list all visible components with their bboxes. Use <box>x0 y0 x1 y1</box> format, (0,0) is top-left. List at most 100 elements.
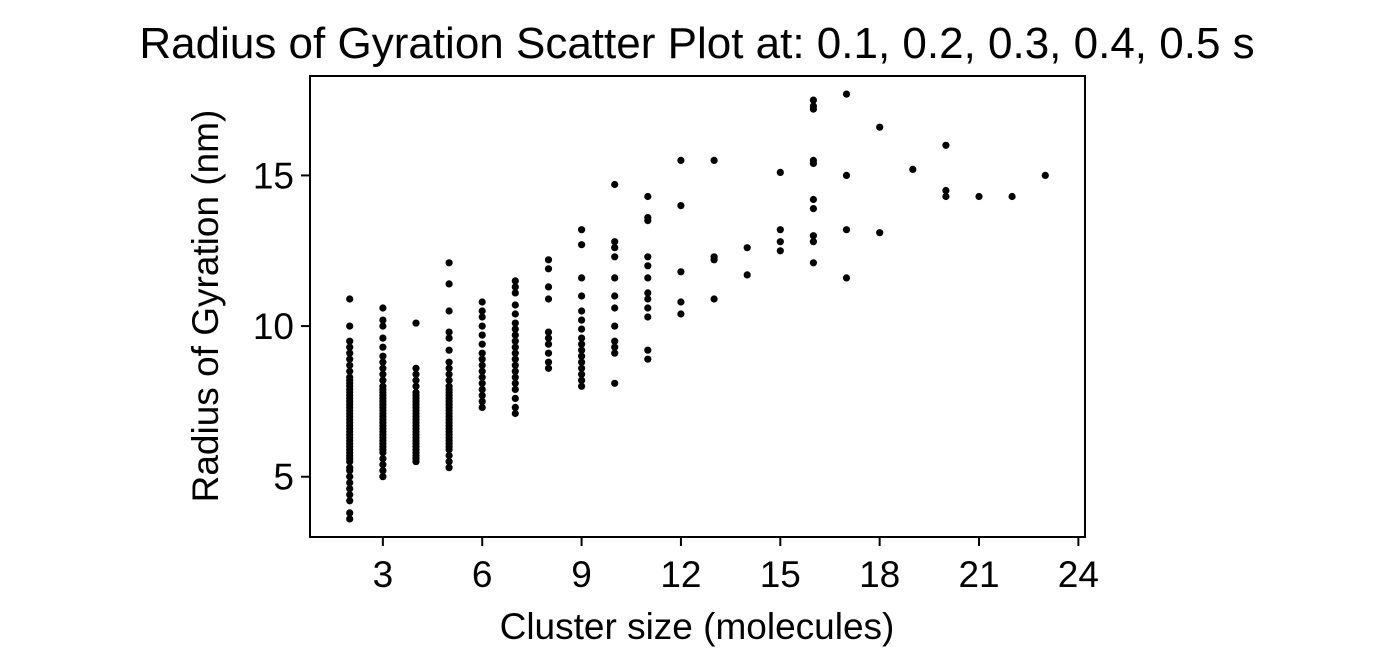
data-point <box>478 379 486 387</box>
data-point <box>445 259 453 267</box>
data-point <box>544 334 553 342</box>
data-point <box>511 385 519 393</box>
data-point <box>511 310 519 318</box>
data-point <box>478 361 486 369</box>
data-point <box>511 409 519 418</box>
x-tick-label: 12 <box>660 554 701 595</box>
data-point <box>412 319 420 327</box>
data-point <box>511 403 519 411</box>
data-point <box>710 156 718 164</box>
data-point <box>677 202 685 210</box>
data-point <box>544 283 553 291</box>
data-point <box>445 280 453 288</box>
plot-area: 3 6 9 12 15 18 21 24 5 10 15 <box>253 75 1099 595</box>
data-point <box>346 322 354 330</box>
data-point <box>1041 171 1049 179</box>
data-point <box>578 274 586 282</box>
data-point <box>611 322 619 330</box>
data-point <box>346 485 354 493</box>
x-axis-label: Cluster size (molecules) <box>500 606 895 647</box>
data-point <box>445 464 453 472</box>
data-point <box>445 452 453 460</box>
data-point <box>511 367 519 375</box>
data-point <box>379 382 387 390</box>
data-point <box>511 373 519 381</box>
data-point <box>445 334 453 342</box>
data-point <box>379 473 387 481</box>
x-tick-label: 9 <box>571 554 592 595</box>
data-point <box>578 376 586 384</box>
x-tick-label: 3 <box>373 554 394 595</box>
data-point <box>842 274 851 282</box>
data-point <box>644 313 652 321</box>
data-point <box>776 247 784 255</box>
data-point <box>478 385 486 393</box>
y-axis-label: Radius of Gyration (nm) <box>185 110 226 503</box>
data-point <box>644 262 652 270</box>
data-point <box>445 458 453 466</box>
data-point <box>909 165 917 173</box>
x-tick-label: 6 <box>472 554 493 595</box>
data-point <box>942 192 950 201</box>
data-point <box>511 301 519 309</box>
data-point <box>379 316 387 324</box>
data-point <box>544 295 553 303</box>
data-point <box>346 337 354 345</box>
data-point <box>379 358 387 366</box>
data-point <box>611 244 619 252</box>
data-point <box>346 491 354 499</box>
data-point <box>379 376 387 384</box>
data-point <box>842 90 851 98</box>
data-point <box>809 238 818 246</box>
data-point <box>611 349 619 357</box>
data-point <box>412 364 420 372</box>
data-point <box>511 289 519 297</box>
data-point <box>346 295 354 303</box>
data-point <box>644 289 652 297</box>
data-point <box>412 388 420 396</box>
data-point <box>346 497 354 505</box>
data-point <box>644 274 652 282</box>
data-point <box>511 277 519 285</box>
data-point <box>544 256 553 264</box>
data-point <box>710 253 718 261</box>
data-point <box>578 364 586 372</box>
data-point <box>478 307 486 315</box>
data-point <box>809 195 818 204</box>
data-point <box>511 331 519 339</box>
data-point <box>478 349 486 357</box>
data-point <box>611 379 619 387</box>
data-point <box>677 298 685 306</box>
data-point <box>578 292 586 300</box>
data-point <box>445 328 453 336</box>
data-point <box>379 343 387 351</box>
data-point <box>644 346 652 354</box>
data-point <box>445 364 453 372</box>
data-point <box>346 343 354 351</box>
data-point <box>578 382 586 390</box>
data-point <box>578 226 586 234</box>
data-point <box>842 226 851 234</box>
data-point <box>478 331 486 339</box>
data-point <box>379 455 387 463</box>
data-point <box>478 367 486 375</box>
data-point <box>578 316 586 324</box>
data-point <box>578 334 586 342</box>
data-points <box>346 90 1049 523</box>
data-point <box>809 96 818 104</box>
data-point <box>445 382 453 390</box>
data-point <box>511 379 519 387</box>
data-point <box>776 238 784 246</box>
data-point <box>611 274 619 282</box>
data-point <box>578 370 586 378</box>
chart-title: Radius of Gyration Scatter Plot at: 0.1,… <box>139 19 1254 68</box>
data-point <box>412 370 420 378</box>
data-point <box>445 358 453 366</box>
data-point <box>644 214 652 222</box>
x-tick-label: 15 <box>760 554 801 595</box>
data-point <box>445 346 453 354</box>
data-point <box>511 325 519 333</box>
data-point <box>544 265 553 273</box>
data-point <box>544 328 553 336</box>
